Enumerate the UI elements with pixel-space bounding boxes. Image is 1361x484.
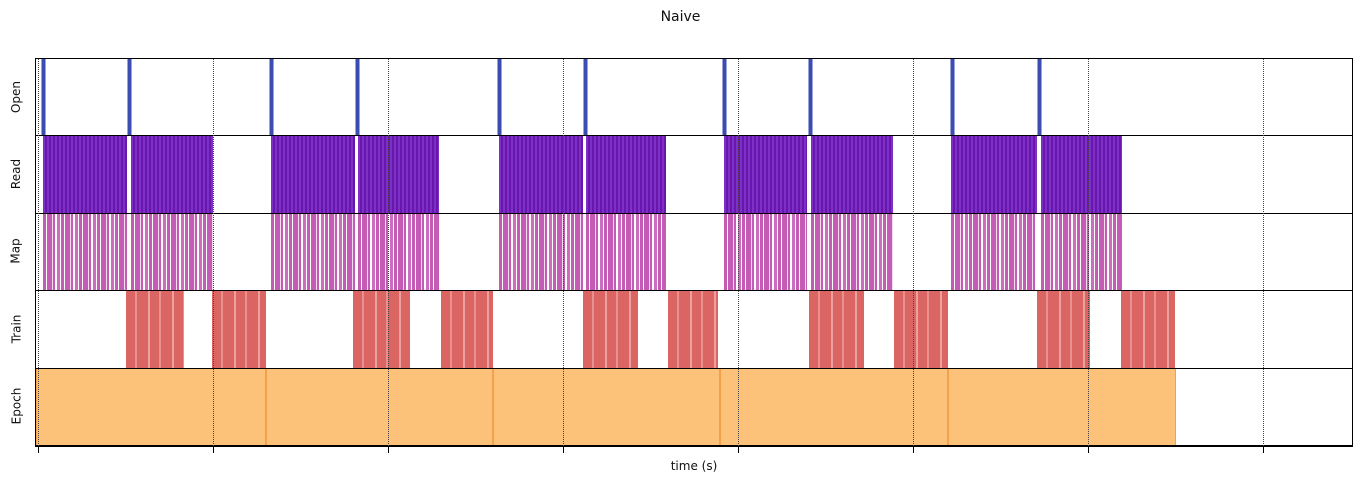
gridline <box>1088 59 1089 446</box>
row-label-text: Read <box>9 159 23 190</box>
x-axis-tick <box>213 447 214 453</box>
row-label-text: Open <box>9 80 23 113</box>
map-bar <box>43 213 127 291</box>
open-bar <box>269 59 274 136</box>
row-label-text: Train <box>9 314 24 344</box>
chart-title: Naive <box>660 9 701 25</box>
read-bar <box>358 136 439 213</box>
x-axis-tick <box>738 447 739 453</box>
open-bar <box>497 59 502 136</box>
map-bar <box>1041 213 1122 291</box>
train-bar <box>809 291 864 368</box>
read-bar <box>586 136 666 213</box>
train-bar <box>441 291 493 368</box>
open-bar <box>808 59 813 136</box>
read-bar <box>131 136 213 213</box>
gridline <box>738 59 739 446</box>
read-bar <box>43 136 127 213</box>
read-bar <box>271 136 355 213</box>
row-label-text: Epoch <box>9 387 23 425</box>
train-bar <box>1037 291 1090 368</box>
open-bar <box>355 59 360 136</box>
row-label-open: Open <box>4 58 28 135</box>
gridline <box>213 59 214 446</box>
read-bar <box>499 136 583 213</box>
map-bar <box>358 213 439 291</box>
row-label-read: Read <box>4 135 28 212</box>
open-bar <box>722 59 727 136</box>
x-axis-tick <box>388 447 389 453</box>
row-read <box>36 136 1352 214</box>
open-bar <box>41 59 46 136</box>
train-bar <box>126 291 184 368</box>
train-bar <box>668 291 718 368</box>
train-bar <box>353 291 410 368</box>
map-bar <box>811 213 893 291</box>
epoch-bar <box>266 368 493 445</box>
plot-area <box>35 58 1353 447</box>
map-bar <box>586 213 666 291</box>
open-bar <box>127 59 132 136</box>
map-bar <box>499 213 583 291</box>
row-epoch <box>36 368 1352 446</box>
epoch-bar <box>493 368 720 445</box>
x-axis-tick <box>913 447 914 453</box>
train-bar <box>583 291 638 368</box>
epoch-bar <box>720 368 948 445</box>
epoch-bar <box>948 368 1176 445</box>
row-label-map: Map <box>4 213 28 290</box>
map-bar <box>271 213 355 291</box>
x-axis-label: time (s) <box>670 459 718 473</box>
train-bar <box>894 291 948 368</box>
row-label-epoch: Epoch <box>4 368 28 445</box>
train-bar <box>212 291 266 368</box>
x-axis-tick <box>38 447 39 453</box>
row-map <box>36 213 1352 292</box>
gridline <box>563 59 564 446</box>
gridline <box>913 59 914 446</box>
row-open <box>36 59 1352 137</box>
x-axis-tick <box>1088 447 1089 453</box>
epoch-bar <box>36 368 266 445</box>
read-bar <box>1041 136 1122 213</box>
read-bar <box>724 136 807 213</box>
open-bar <box>950 59 955 136</box>
row-label-text: Map <box>9 238 24 265</box>
row-train <box>36 291 1352 369</box>
x-axis-tick <box>563 447 564 453</box>
gridline <box>1263 59 1264 446</box>
x-axis-tick <box>1263 447 1264 453</box>
map-bar <box>951 213 1037 291</box>
train-bar <box>1121 291 1175 368</box>
row-label-train: Train <box>4 290 28 367</box>
read-bar <box>811 136 893 213</box>
map-bar <box>724 213 807 291</box>
read-bar <box>951 136 1037 213</box>
open-bar <box>583 59 588 136</box>
map-bar <box>131 213 213 291</box>
gridline <box>38 59 39 446</box>
gridline <box>388 59 389 446</box>
open-bar <box>1037 59 1042 136</box>
